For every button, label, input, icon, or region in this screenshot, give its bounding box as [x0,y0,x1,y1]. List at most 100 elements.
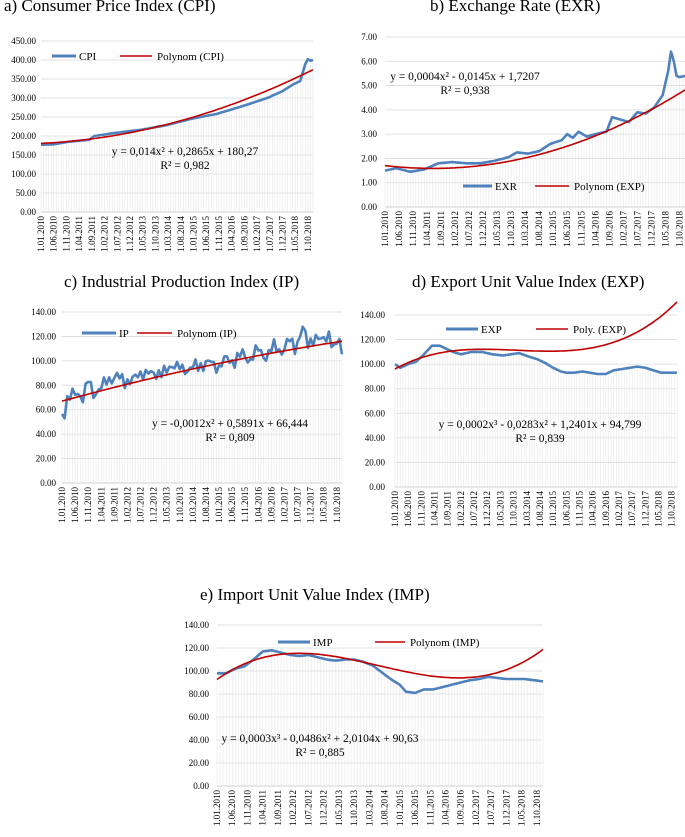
trend-equation: y = 0,014x² + 0,2865x + 180,27 [112,146,259,158]
x-tick-label: 1.04.2011 [422,211,432,247]
x-tick-label: 1.09.2016 [456,790,466,827]
series-line [217,648,544,695]
legend-series-label: EXR [495,181,518,193]
x-tick-label: 1.10.2013 [150,216,160,253]
trend-r-squared: R² = 0,938 [440,85,489,97]
x-tick-label: 1.02.2012 [450,211,460,247]
x-tick-label: 1.11.2010 [61,216,71,252]
trend-r-squared: R² = 0,885 [295,747,344,759]
trend-line [384,89,685,170]
trend-r-squared: R² = 0,839 [515,433,564,445]
x-tick-label: 1.09.2011 [109,487,119,523]
x-tick-label: 1.12.2012 [478,211,488,247]
y-tick-label: 20.00 [365,457,386,467]
x-tick-label: 1.05.2013 [138,216,148,253]
x-tick-label: 1.10.2013 [506,211,516,248]
trend-equation: y = 0,0002x³ - 0,0283x² + 1,2401x + 94,7… [439,419,642,431]
y-tick-label: 120.00 [31,331,56,341]
x-tick-label: 1.09.2011 [436,211,446,247]
y-tick-label: 1.00 [361,178,377,188]
x-tick-label: 1.03.2014 [522,491,532,528]
x-tick-label: 1.04.2011 [96,487,106,523]
x-tick-label: 1.12.2017 [306,487,316,524]
trend-line [394,301,678,370]
x-tick-label: 1.01.2015 [189,216,199,253]
legend-series-label: IMP [313,637,333,649]
y-tick-label: 200.00 [11,131,36,141]
x-tick-label: 1.11.2010 [242,790,252,826]
y-tick-label: 120.00 [360,335,385,345]
y-tick-label: 100.00 [184,666,209,676]
trend-r-squared: R² = 0,809 [205,432,254,444]
x-tick-label: 1.07.2017 [293,487,303,524]
chart-title-exr: b) Exchange Rate (EXR) [430,0,601,15]
y-tick-label: 0.00 [193,781,209,791]
x-tick-label: 1.02.2017 [279,487,289,524]
y-tick-label: 120.00 [184,643,209,653]
x-tick-label: 1.09.2011 [273,790,283,826]
x-tick-label: 1.09.2011 [443,491,453,527]
x-tick-label: 1.02.2017 [614,491,624,528]
x-tick-label: 1.07.2017 [632,211,642,248]
x-tick-label: 1.06.2010 [394,211,404,248]
y-tick-label: 2.00 [361,153,377,163]
y-tick-label: 140.00 [184,620,209,630]
x-tick-label: 1.04.2016 [253,487,263,524]
x-tick-label: 1.10.2018 [674,211,684,248]
x-tick-label: 1.10.2013 [349,790,359,827]
trend-equation: y = -0,0012x² + 0,5891x + 66,444 [152,418,308,430]
x-tick-label: 1.07.2012 [112,216,122,252]
x-tick-label: 1.04.2016 [227,216,237,253]
x-tick-label: 1.10.2013 [509,491,519,528]
x-tick-label: 1.05.2013 [162,487,172,524]
x-tick-label: 1.04.2016 [588,491,598,528]
x-tick-label: 1.02.2012 [100,216,110,252]
x-tick-label: 1.06.2015 [227,487,237,524]
x-tick-label: 1.01.2015 [548,211,558,248]
x-tick-label: 1.12.2017 [640,491,650,528]
legend-series-label: IP [119,328,129,340]
chart-title-imp: e) Import Unit Value Index (IMP) [200,585,430,604]
x-tick-label: 1.07.2012 [136,487,146,523]
x-tick-label: 1.03.2014 [520,211,530,248]
x-tick-label: 1.09.2016 [601,491,611,528]
chart-title-exp: d) Export Unit Value Index (EXP) [412,272,645,291]
x-tick-label: 1.06.2010 [49,216,59,253]
legend-series-label: EXP [481,324,502,336]
legend-series-label: CPI [79,51,96,63]
x-tick-label: 1.07.2017 [265,216,275,253]
chart-panel-1: 0.00 1.00 2.00 3.00 4.00 5.00 6.00 7.00 1.01.201… [361,32,685,247]
x-tick-label: 1.07.2012 [303,790,313,826]
series-line [394,344,677,376]
chart-title-ip: c) Industrial Production Index (IP) [64,272,300,291]
chart-panel-3: 0.00 20.00 40.00 60.00 80.00 100.00 120.00 140.… [360,301,678,528]
x-tick-label: 1.12.2012 [149,487,159,523]
y-tick-label: 150.00 [11,150,36,160]
x-tick-label: 1.01.2010 [36,216,46,253]
y-tick-label: 0.00 [20,207,36,217]
x-tick-label: 1.11.2015 [214,216,224,252]
x-tick-label: 1.05.2018 [290,216,300,253]
y-tick-label: 400.00 [11,55,36,65]
y-tick-label: 7.00 [361,32,377,42]
x-tick-label: 1.12.2012 [319,790,329,826]
x-tick-label: 1.05.2013 [334,790,344,827]
x-tick-label: 1.04.2016 [441,790,451,827]
x-tick-label: 1.08.2014 [535,491,545,528]
y-tick-label: 20.00 [36,454,57,464]
y-tick-label: 6.00 [361,56,377,66]
x-tick-label: 1.02.2017 [252,216,262,253]
legend-trend-label: Poly. (EXP) [573,324,626,336]
legend-trend-label: Polynom (IP) [177,328,237,340]
y-tick-label: 80.00 [365,384,386,394]
x-tick-label: 1.05.2018 [319,487,329,524]
x-tick-label: 1.06.2010 [227,790,237,827]
trend-r-squared: R² = 0,982 [160,160,209,172]
x-tick-label: 1.11.2015 [240,487,250,523]
x-tick-label: 1.11.2015 [576,211,586,247]
trend-line [61,340,343,402]
y-tick-label: 4.00 [361,105,377,115]
x-tick-label: 1.01.2015 [395,790,405,827]
x-tick-label: 1.04.2011 [430,491,440,527]
x-tick-label: 1.12.2012 [125,216,135,252]
